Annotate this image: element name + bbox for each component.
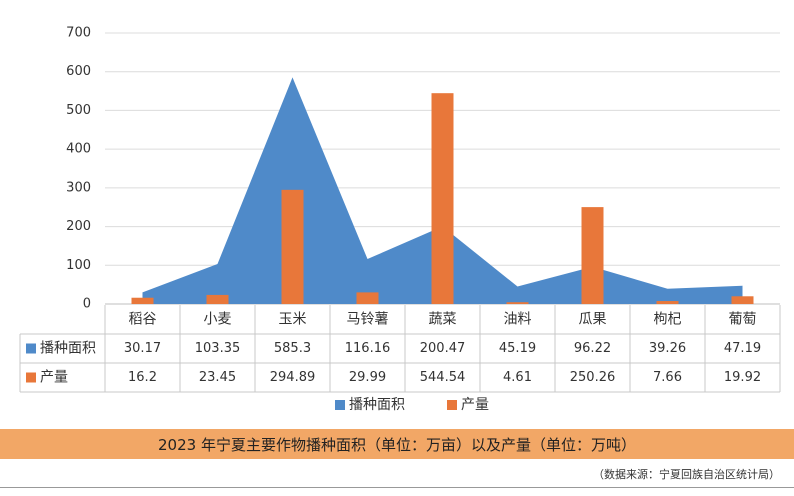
bar <box>581 207 604 304</box>
legend-key <box>447 400 457 410</box>
x-tick-label: 稻谷 <box>129 312 157 328</box>
x-tick-label: 蔬菜 <box>429 312 457 328</box>
data-label: 250.26 <box>570 370 616 385</box>
legend-label: 产量 <box>461 397 489 413</box>
x-tick-label: 玉米 <box>279 312 307 328</box>
bar <box>281 189 304 304</box>
legend-label: 播种面积 <box>349 397 405 413</box>
data-label: 47.19 <box>724 341 761 356</box>
x-tick-label: 瓜果 <box>579 312 607 328</box>
x-tick-label: 小麦 <box>204 312 232 328</box>
bar <box>656 301 679 304</box>
bar <box>431 93 454 304</box>
data-label: 29.99 <box>349 370 386 385</box>
data-label: 45.19 <box>499 341 536 356</box>
data-label: 16.2 <box>128 370 157 385</box>
data-label: 7.66 <box>653 370 682 385</box>
y-tick-label: 700 <box>66 26 91 41</box>
x-tick-label: 枸杞 <box>654 312 682 328</box>
x-tick-label: 葡萄 <box>729 312 757 328</box>
bar <box>131 297 154 304</box>
data-source-note: （数据来源：宁夏回族自治区统计局） <box>593 468 780 481</box>
y-tick-label: 600 <box>66 64 91 79</box>
x-tick-label: 油料 <box>504 312 532 328</box>
y-tick-label: 500 <box>66 103 91 118</box>
chart-caption-bar: 2023 年宁夏主要作物播种面积（单位：万亩）以及产量（单位：万吨） <box>0 429 794 459</box>
chart: 0 100 200 300 400 500 600 700 稻谷 小麦 玉米 马铃薯 蔬菜 油料 瓜果 枸杞 葡… <box>19 26 781 413</box>
data-label: 19.92 <box>724 370 761 385</box>
data-label: 30.17 <box>124 341 161 356</box>
data-label: 294.89 <box>270 370 316 385</box>
y-tick-label: 0 <box>83 297 91 312</box>
y-tick-label: 300 <box>66 180 91 195</box>
chart-caption: 2023 年宁夏主要作物播种面积（单位：万亩）以及产量（单位：万吨） <box>158 435 636 454</box>
table-legend-key <box>26 343 36 354</box>
y-tick-label: 100 <box>66 258 91 273</box>
data-label: 23.45 <box>199 370 236 385</box>
table-legend-key <box>26 372 36 383</box>
y-tick-label: 200 <box>66 219 91 234</box>
data-label: 103.35 <box>195 341 241 356</box>
data-label: 4.61 <box>503 370 532 385</box>
x-tick-label: 马铃薯 <box>347 312 389 328</box>
y-tick-label: 400 <box>66 142 91 157</box>
bar <box>506 302 529 304</box>
data-label: 544.54 <box>420 370 466 385</box>
table-row-label: 产量 <box>40 370 68 386</box>
data-label: 585.3 <box>274 341 311 356</box>
data-label: 39.26 <box>649 341 686 356</box>
data-label: 200.47 <box>420 341 466 356</box>
table-row-label: 播种面积 <box>40 341 96 357</box>
data-label: 96.22 <box>574 341 611 356</box>
data-label: 116.16 <box>345 341 391 356</box>
bar <box>356 292 379 304</box>
bar <box>206 294 229 304</box>
legend-key <box>335 400 345 410</box>
bar <box>731 296 754 304</box>
bottom-rule <box>0 487 794 488</box>
